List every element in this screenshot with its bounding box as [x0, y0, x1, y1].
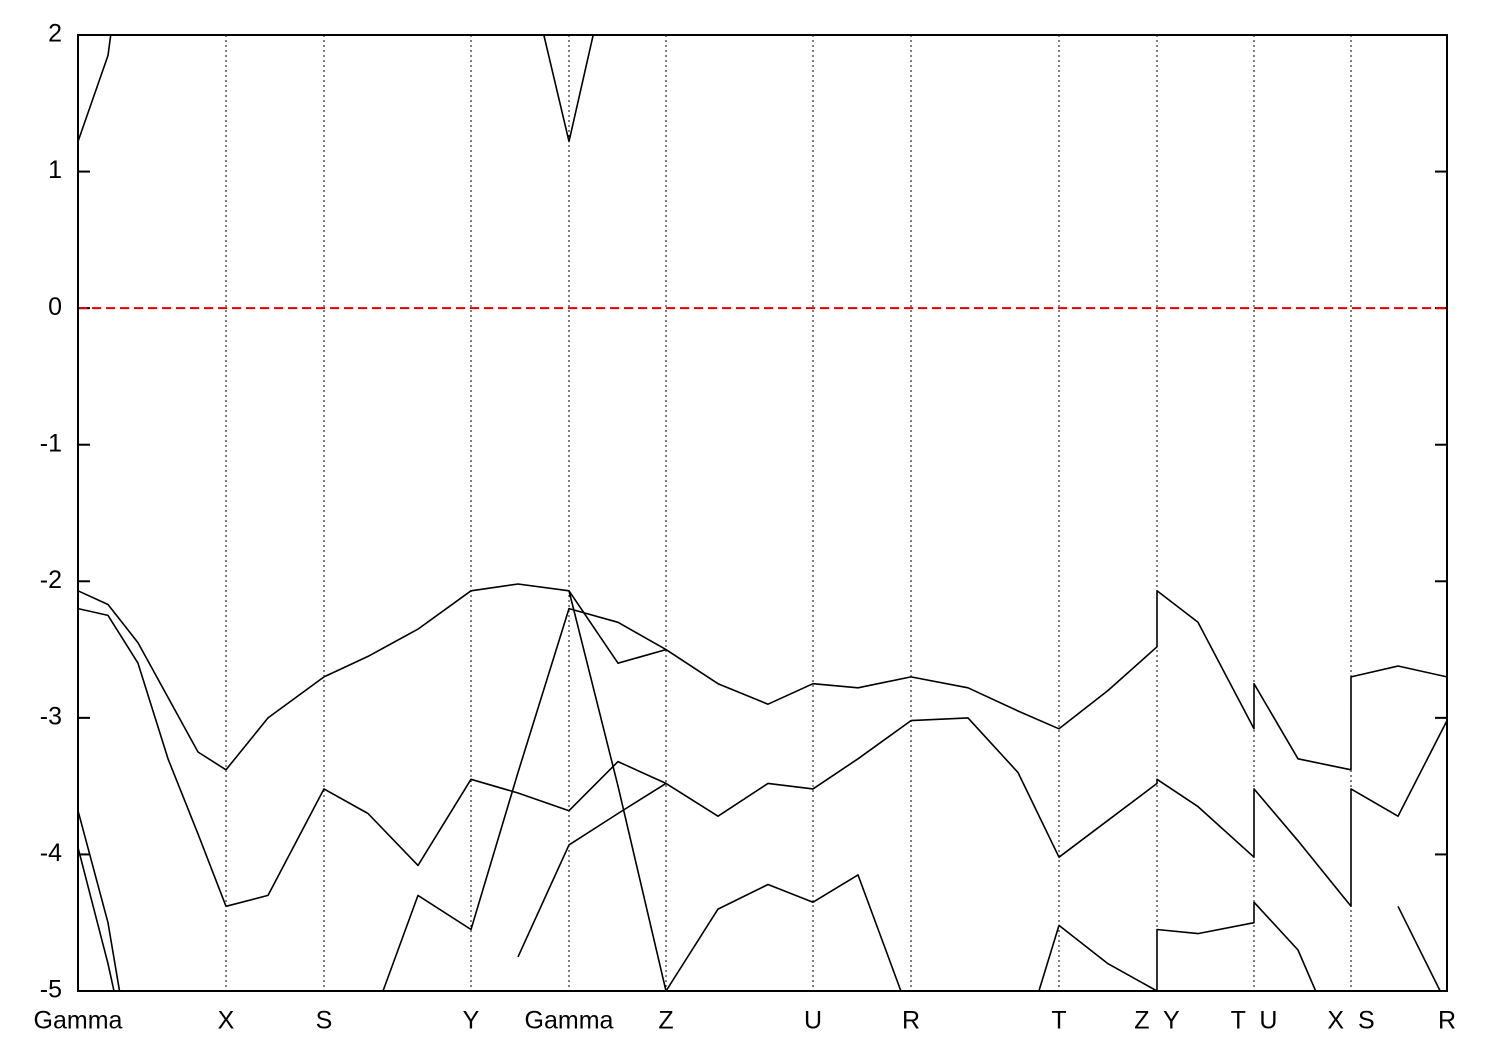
x-tick-label: T U [1231, 1007, 1278, 1035]
band-line [78, 810, 121, 991]
x-tick-label: S [316, 1007, 333, 1035]
y-tick-label: 0 [48, 293, 62, 321]
y-tick-label: 1 [48, 156, 62, 184]
x-tick-label: Z Y [1134, 1007, 1180, 1035]
y-tick-label: -3 [40, 702, 62, 730]
band-line [665, 874, 902, 991]
band-line [517, 782, 667, 958]
band-line [78, 607, 1447, 908]
band-line [78, 583, 1447, 771]
y-tick-label: -4 [40, 839, 62, 867]
bands [78, 35, 1447, 991]
x-tick-label: R [902, 1007, 920, 1035]
y-tick-label: -5 [40, 976, 62, 1004]
x-tick-label: Gamma [34, 1007, 123, 1035]
band-line [78, 847, 115, 991]
x-tick-label: R [1438, 1007, 1456, 1035]
y-tick-label: -2 [40, 566, 62, 594]
y-tick-label: 2 [48, 20, 62, 48]
x-tick-label: Y [463, 1007, 480, 1035]
band-line [382, 607, 667, 991]
band-line [1038, 901, 1317, 991]
y-tick-label: -1 [40, 429, 62, 457]
x-tick-label: Gamma [525, 1007, 614, 1035]
plot-frame [77, 34, 1448, 992]
band-line [78, 35, 112, 142]
x-tick-label: X [218, 1007, 235, 1035]
x-tick-label: T [1051, 1007, 1066, 1035]
band-line [568, 590, 667, 991]
x-tick-label: X S [1327, 1007, 1374, 1035]
band-line [543, 35, 595, 143]
x-tick-label: U [804, 1007, 822, 1035]
band-line [1397, 905, 1442, 991]
x-tick-label: Z [658, 1007, 673, 1035]
